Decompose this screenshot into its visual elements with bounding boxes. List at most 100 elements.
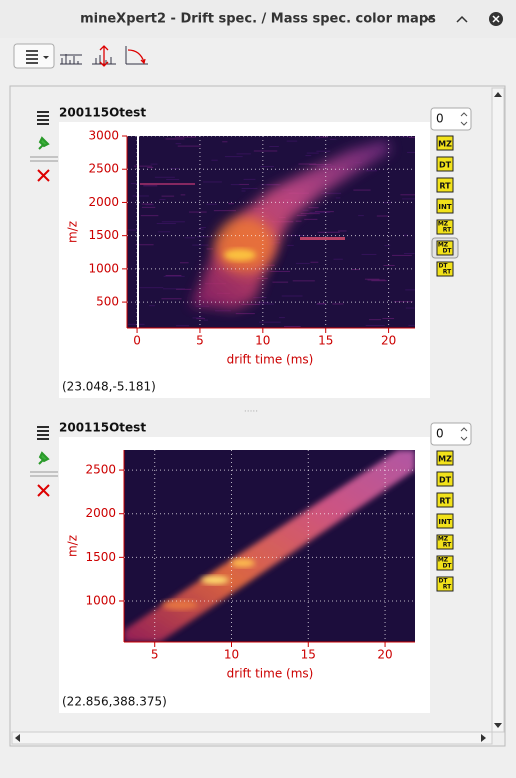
tool-icon[interactable] [436, 471, 454, 487]
noise [408, 136, 415, 138]
noise [295, 220, 302, 222]
noise [286, 140, 298, 142]
spin-arrows [460, 427, 468, 441]
noise [184, 237, 195, 239]
close-plot[interactable] [37, 484, 50, 497]
tool-icon[interactable] [436, 240, 454, 256]
noise [203, 319, 208, 321]
tool-icon[interactable] [436, 198, 454, 214]
vertical-scrollbar[interactable] [491, 87, 505, 733]
noise [161, 298, 182, 300]
x-tick-label: 20 [377, 648, 392, 662]
x-tick-label: 10 [224, 648, 239, 662]
noise [260, 166, 274, 168]
noise [169, 168, 180, 170]
noise [402, 198, 415, 200]
noise [405, 307, 415, 309]
x-axis-label: drift time (ms) [227, 667, 314, 681]
close-plot[interactable] [37, 169, 50, 182]
tool-icon[interactable] [436, 177, 454, 193]
y-tick-label: 1500 [88, 228, 119, 242]
tool-icon-label: RT [443, 269, 452, 276]
noise [165, 274, 182, 276]
tool-icon[interactable] [436, 219, 454, 235]
noise [222, 141, 228, 143]
tool-icon-label: DT [442, 248, 452, 255]
x-tick-label: 15 [318, 334, 333, 348]
y-tick-label: 500 [96, 295, 119, 309]
noise [316, 150, 331, 152]
tool-button[interactable] [58, 45, 84, 67]
noise [366, 170, 377, 172]
noise [145, 204, 155, 206]
noise [351, 269, 360, 271]
spin-box[interactable] [430, 422, 472, 446]
noise [211, 159, 218, 161]
tool-icon[interactable] [436, 156, 454, 172]
tool-icon-label: RT [439, 497, 451, 506]
noise [196, 318, 206, 320]
noise [241, 188, 258, 190]
noise [298, 163, 317, 165]
tool-icon[interactable] [436, 450, 454, 466]
noise [161, 221, 185, 223]
x-tick-label: 20 [381, 334, 396, 348]
noise [376, 215, 389, 217]
noise [259, 321, 281, 323]
noise [141, 206, 156, 208]
pin-icon[interactable] [38, 136, 50, 150]
horizontal-scrollbar[interactable] [11, 731, 493, 745]
noise [365, 325, 385, 327]
tool-icon[interactable] [436, 261, 454, 277]
noise [383, 265, 395, 267]
noise [175, 288, 192, 290]
panel-menu[interactable] [37, 111, 49, 125]
noise [238, 183, 250, 185]
noise [306, 152, 319, 154]
noise [369, 319, 382, 321]
noise [198, 228, 204, 230]
separator [30, 471, 58, 477]
noise [403, 234, 409, 236]
panel-menu[interactable] [37, 426, 49, 440]
tool-icon[interactable] [436, 576, 454, 592]
pin-icon[interactable] [38, 451, 50, 465]
noise [283, 326, 301, 328]
tool-icon-label: RT [443, 227, 452, 234]
y-tick-label: 1000 [88, 261, 119, 275]
maximize-button[interactable] [456, 15, 468, 23]
noise [161, 195, 175, 197]
noise [258, 303, 275, 305]
tool-icon-label: RT [443, 584, 452, 591]
noise [192, 244, 209, 246]
spin-box[interactable] [430, 107, 472, 131]
tool-icon[interactable] [436, 534, 454, 550]
tool-icon[interactable] [436, 555, 454, 571]
x-tick-label: 10 [255, 334, 270, 348]
tool-icon[interactable] [436, 135, 454, 151]
noise [166, 178, 180, 180]
noise [400, 136, 411, 138]
spin-value: 0 [436, 427, 444, 441]
tool-button[interactable] [90, 45, 118, 67]
noise [332, 303, 344, 305]
noise [241, 190, 246, 192]
noise [179, 262, 189, 264]
tool-icon-label: MZ [438, 140, 452, 149]
noise [270, 270, 291, 272]
x-tick-label: 5 [151, 648, 159, 662]
tool-button[interactable] [124, 45, 150, 67]
noise [316, 303, 325, 305]
tool-icon[interactable] [436, 513, 454, 529]
noise [353, 189, 371, 191]
noise [305, 155, 312, 157]
toolbar [13, 43, 150, 69]
noise [361, 253, 377, 255]
menu-button[interactable] [13, 43, 55, 69]
minimize-button[interactable] [423, 14, 435, 22]
noise [140, 215, 159, 217]
noise [309, 212, 331, 214]
tool-icon[interactable] [436, 492, 454, 508]
noise [260, 184, 281, 186]
splitter-handle[interactable]: ..... [244, 405, 258, 415]
